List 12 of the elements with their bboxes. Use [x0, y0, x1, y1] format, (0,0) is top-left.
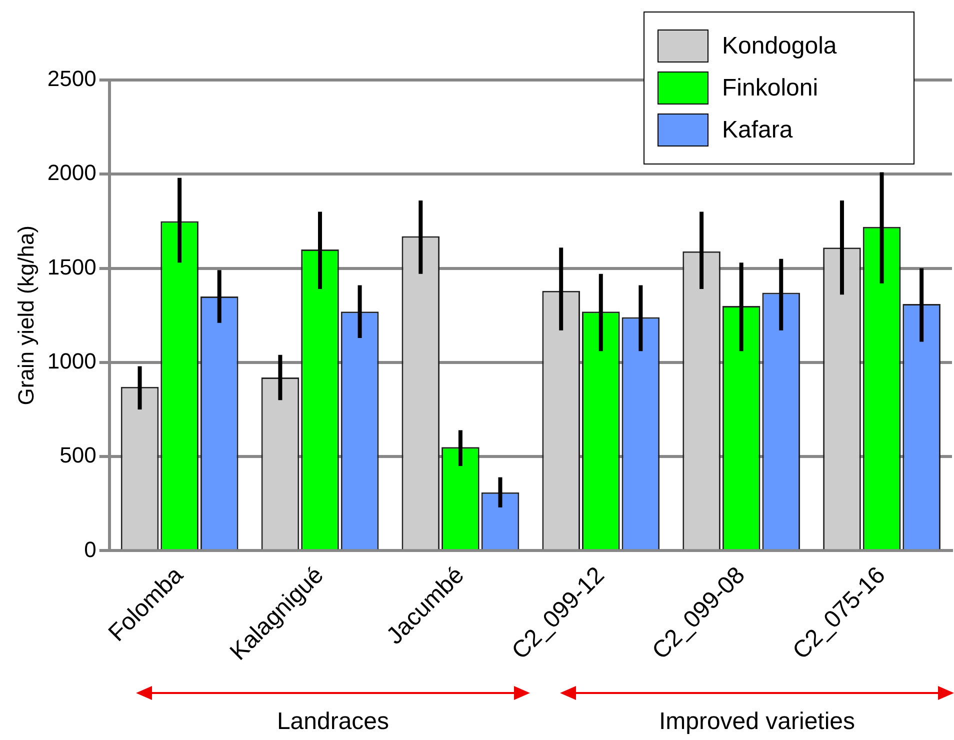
y-tick-label: 0 [84, 536, 96, 562]
y-tick-label: 1500 [47, 254, 96, 280]
text: Improved varieties [658, 708, 856, 736]
y-axis-title: Grain yield (kg/ha) [13, 225, 38, 406]
y-tick-label: 2500 [47, 66, 96, 92]
y-tick-label: 2000 [47, 160, 96, 186]
y-tick-label: 1000 [47, 348, 96, 374]
legend-label: Finkoloni [722, 74, 818, 102]
legend-label: Kafara [722, 116, 794, 144]
legend-label: Kondogola [722, 32, 838, 60]
y-tick-label: 500 [60, 442, 96, 468]
text: Landraces [276, 708, 390, 736]
